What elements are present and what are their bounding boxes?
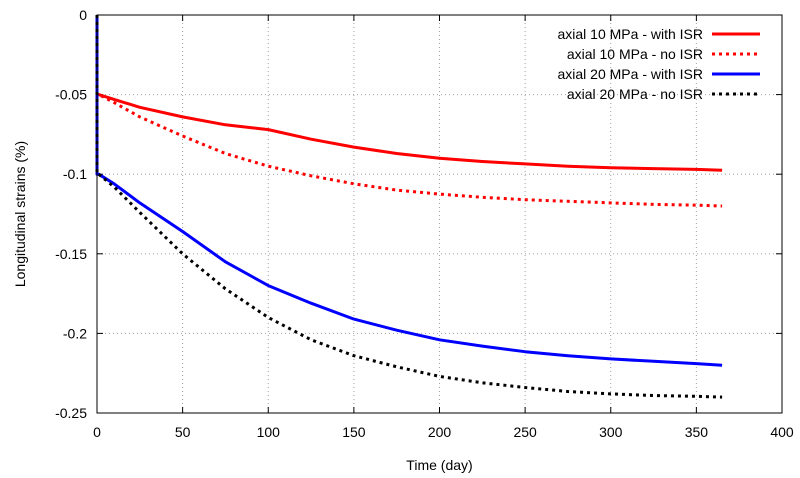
y-tick-label: -0.1 bbox=[63, 166, 87, 182]
y-tick-label: -0.25 bbox=[55, 405, 87, 421]
series-line-1 bbox=[95, 15, 723, 172]
y-tick-label: -0.15 bbox=[55, 246, 87, 262]
legend-label: axial 10 MPa - no ISR bbox=[567, 46, 703, 62]
series-group bbox=[95, 15, 723, 399]
y-tick-label: -0.2 bbox=[63, 325, 87, 341]
legend-label: axial 10 MPa - with ISR bbox=[558, 26, 704, 42]
x-tick-label: 250 bbox=[513, 424, 537, 440]
x-tick-label: 50 bbox=[175, 424, 191, 440]
x-tick-label: 100 bbox=[257, 424, 281, 440]
y-axis-title: Longitudinal strains (%) bbox=[12, 141, 28, 287]
legend-label: axial 20 MPa - with ISR bbox=[558, 66, 704, 82]
x-tick-label: 400 bbox=[770, 424, 794, 440]
legend: axial 10 MPa - with ISR axial 10 MPa - no… bbox=[558, 26, 760, 102]
x-tick-label: 350 bbox=[685, 424, 709, 440]
x-tick-label: 0 bbox=[93, 424, 101, 440]
x-tick-label: 150 bbox=[342, 424, 366, 440]
x-axis-title: Time (day) bbox=[406, 457, 472, 473]
series-line-2 bbox=[95, 15, 723, 208]
series-line-3 bbox=[95, 15, 723, 367]
x-tick-label: 300 bbox=[599, 424, 623, 440]
x-tick-label: 200 bbox=[428, 424, 452, 440]
axis-ticks: 0 50 100 150 200 250 300 350 400 0 -0.05 -0.1 -0.15 -… bbox=[55, 7, 794, 440]
legend-label: axial 20 MPa - no ISR bbox=[567, 86, 703, 102]
plot-frame bbox=[96, 14, 783, 414]
y-tick-label: -0.05 bbox=[55, 87, 87, 103]
series-line-4 bbox=[95, 15, 723, 399]
y-tick-label: 0 bbox=[79, 7, 87, 23]
